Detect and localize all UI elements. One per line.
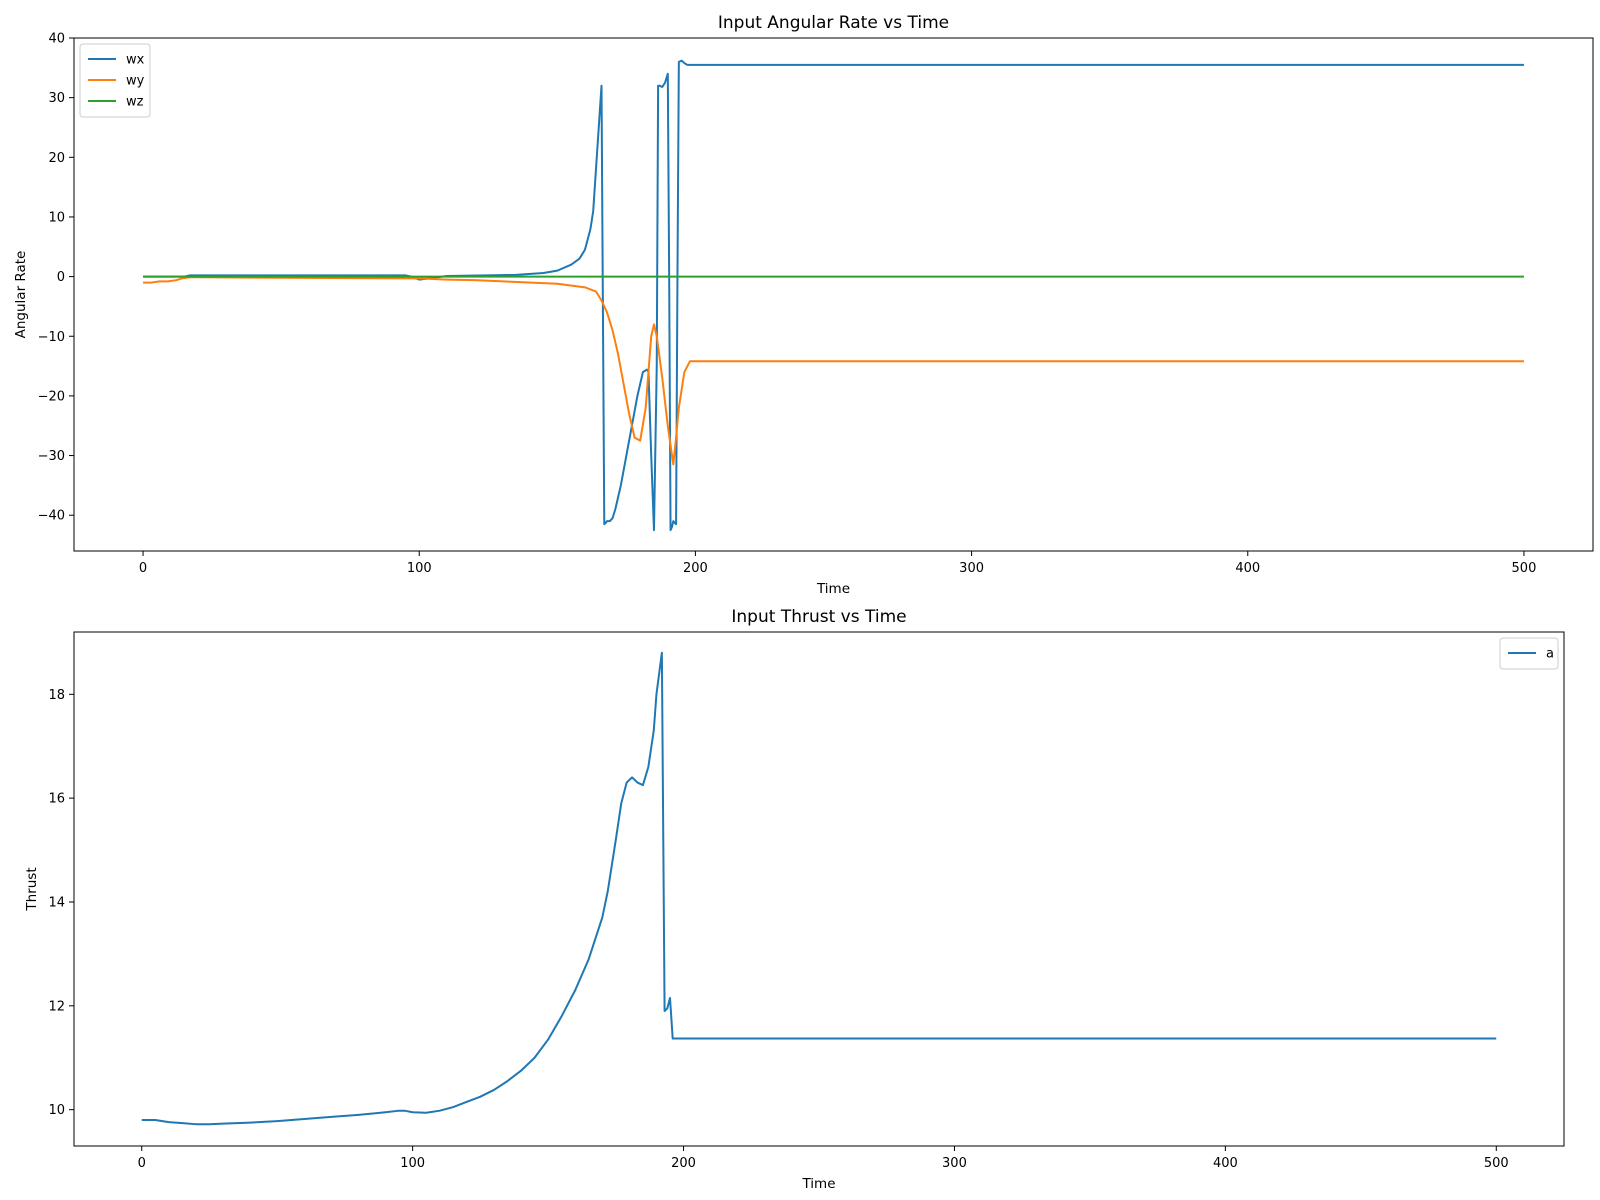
y-tick-label: 0 <box>57 270 65 285</box>
x-tick-label: 200 <box>683 561 708 576</box>
y-tick-label: −20 <box>38 389 65 404</box>
x-tick-label: 500 <box>1484 1156 1509 1171</box>
axes-frame <box>73 37 1594 552</box>
legend-label-wz: wz <box>126 95 144 110</box>
series-line-wx <box>143 59 1524 532</box>
y-tick-label: 20 <box>48 151 65 166</box>
x-tick-label: 100 <box>407 561 432 576</box>
x-tick-label: 300 <box>959 561 984 576</box>
y-axis-ticks: −40 −30 −20 −10 0 10 20 30 40 <box>38 32 74 524</box>
y-axis-ticks: 10 12 14 16 18 <box>48 688 74 1118</box>
legend-label-a: a <box>1546 647 1554 662</box>
x-tick-label: 0 <box>138 1156 146 1171</box>
legend-label-wy: wy <box>126 74 145 89</box>
x-tick-label: 400 <box>1213 1156 1238 1171</box>
x-axis-label: Time <box>816 581 850 597</box>
chart-title: Input Thrust vs Time <box>731 607 906 627</box>
y-tick-label: 12 <box>48 999 65 1014</box>
y-tick-label: 40 <box>48 32 65 47</box>
plot-area <box>143 59 1524 532</box>
y-tick-label: 14 <box>48 895 65 910</box>
plot-area <box>141 651 1497 1126</box>
y-tick-label: 10 <box>48 210 65 225</box>
x-tick-label: 100 <box>400 1156 425 1171</box>
chart-title: Input Angular Rate vs Time <box>718 13 949 33</box>
y-axis-label: Thrust <box>24 867 40 911</box>
x-tick-label: 0 <box>139 561 147 576</box>
legend-label-wx: wx <box>126 53 145 68</box>
legend: a <box>1499 637 1559 670</box>
y-axis-label: Angular Rate <box>13 251 29 339</box>
x-axis-ticks: 0 100 200 300 400 500 <box>139 551 1536 576</box>
y-tick-label: 16 <box>48 792 65 807</box>
thrust-subplot: Input Thrust vs Time Time Thrust 0 100 200… <box>24 607 1565 1192</box>
y-tick-label: 18 <box>48 688 65 703</box>
x-tick-label: 500 <box>1512 561 1537 576</box>
x-tick-label: 400 <box>1235 561 1260 576</box>
x-tick-label: 200 <box>671 1156 696 1171</box>
y-tick-label: 10 <box>48 1103 65 1118</box>
y-tick-label: −40 <box>38 509 65 524</box>
x-axis-label: Time <box>801 1176 835 1192</box>
series-line-a <box>141 651 1497 1126</box>
x-axis-ticks: 0 100 200 300 400 500 <box>138 1146 1509 1171</box>
series-line-wy <box>143 276 1524 466</box>
y-tick-label: 30 <box>48 91 65 106</box>
axes-frame <box>73 631 1565 1147</box>
y-tick-label: −30 <box>38 449 65 464</box>
x-tick-label: 300 <box>942 1156 967 1171</box>
legend: wx wy wz <box>79 43 151 118</box>
y-tick-label: −10 <box>38 330 65 345</box>
angular-rate-subplot: Input Angular Rate vs Time Time Angular … <box>13 13 1594 597</box>
